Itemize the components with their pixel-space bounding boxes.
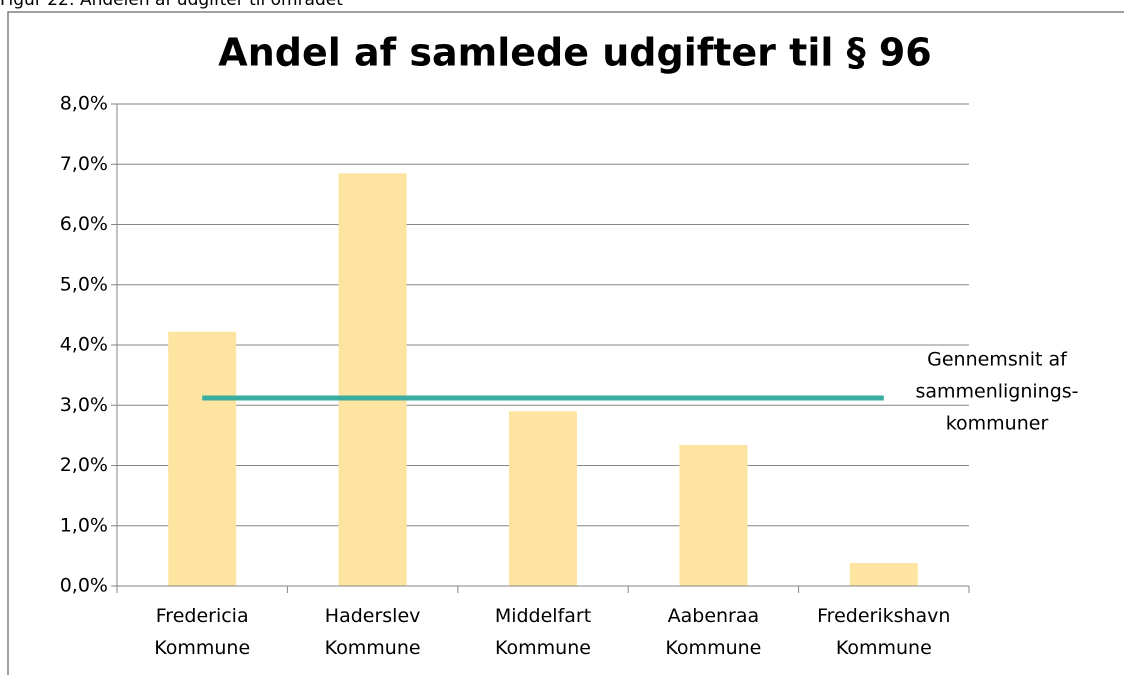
annotation: Gennemsnit af xyxy=(927,349,1068,371)
x-tick-label-line: Kommune xyxy=(495,637,591,659)
y-tick-label: 3,0% xyxy=(60,394,108,416)
x-tick-label-line: Frederikshavn xyxy=(817,605,950,627)
x-tick-label: Aabenraa Kommune xyxy=(665,605,761,659)
chart-title: Andel af samlede udgifter til § 96 xyxy=(218,31,931,75)
y-tick-label: 8,0% xyxy=(60,93,108,115)
annotation: kommuner xyxy=(946,413,1049,435)
bar xyxy=(338,173,407,586)
x-tick-label-line: Kommune xyxy=(836,637,932,659)
x-tick-label-line: Kommune xyxy=(665,637,761,659)
x-tick-label-line: Haderslev xyxy=(325,605,421,627)
x-tick-label: Middelfart Kommune xyxy=(495,605,591,659)
x-tick-label: Frederikshavn Kommune xyxy=(817,605,950,659)
x-tick-label: Haderslev Kommune xyxy=(325,605,421,659)
y-tick-label: 6,0% xyxy=(60,213,108,235)
x-tick-label: Fredericia Kommune xyxy=(154,605,250,659)
y-tick-label: 1,0% xyxy=(60,514,108,536)
y-tick-label: 7,0% xyxy=(60,153,108,175)
x-tick-label-line: Aabenraa xyxy=(668,605,760,627)
x-tick-label-line: Middelfart xyxy=(495,605,591,627)
y-tick-label: 4,0% xyxy=(60,334,108,356)
bar xyxy=(509,411,577,586)
caption: Figur 22: Andelen af udgifter til område… xyxy=(0,0,343,10)
bar xyxy=(679,445,748,586)
bar xyxy=(849,563,918,586)
y-tick-label: 5,0% xyxy=(60,273,108,295)
y-tick-label: 0,0% xyxy=(60,575,108,597)
annotation: sammenlignings- xyxy=(915,381,1078,403)
bar xyxy=(168,331,237,586)
x-tick-label-line: Kommune xyxy=(325,637,421,659)
x-tick-label-line: Fredericia xyxy=(156,605,249,627)
chart-frame xyxy=(7,11,1124,675)
y-tick-label: 2,0% xyxy=(60,454,108,476)
x-tick-label-line: Kommune xyxy=(154,637,250,659)
